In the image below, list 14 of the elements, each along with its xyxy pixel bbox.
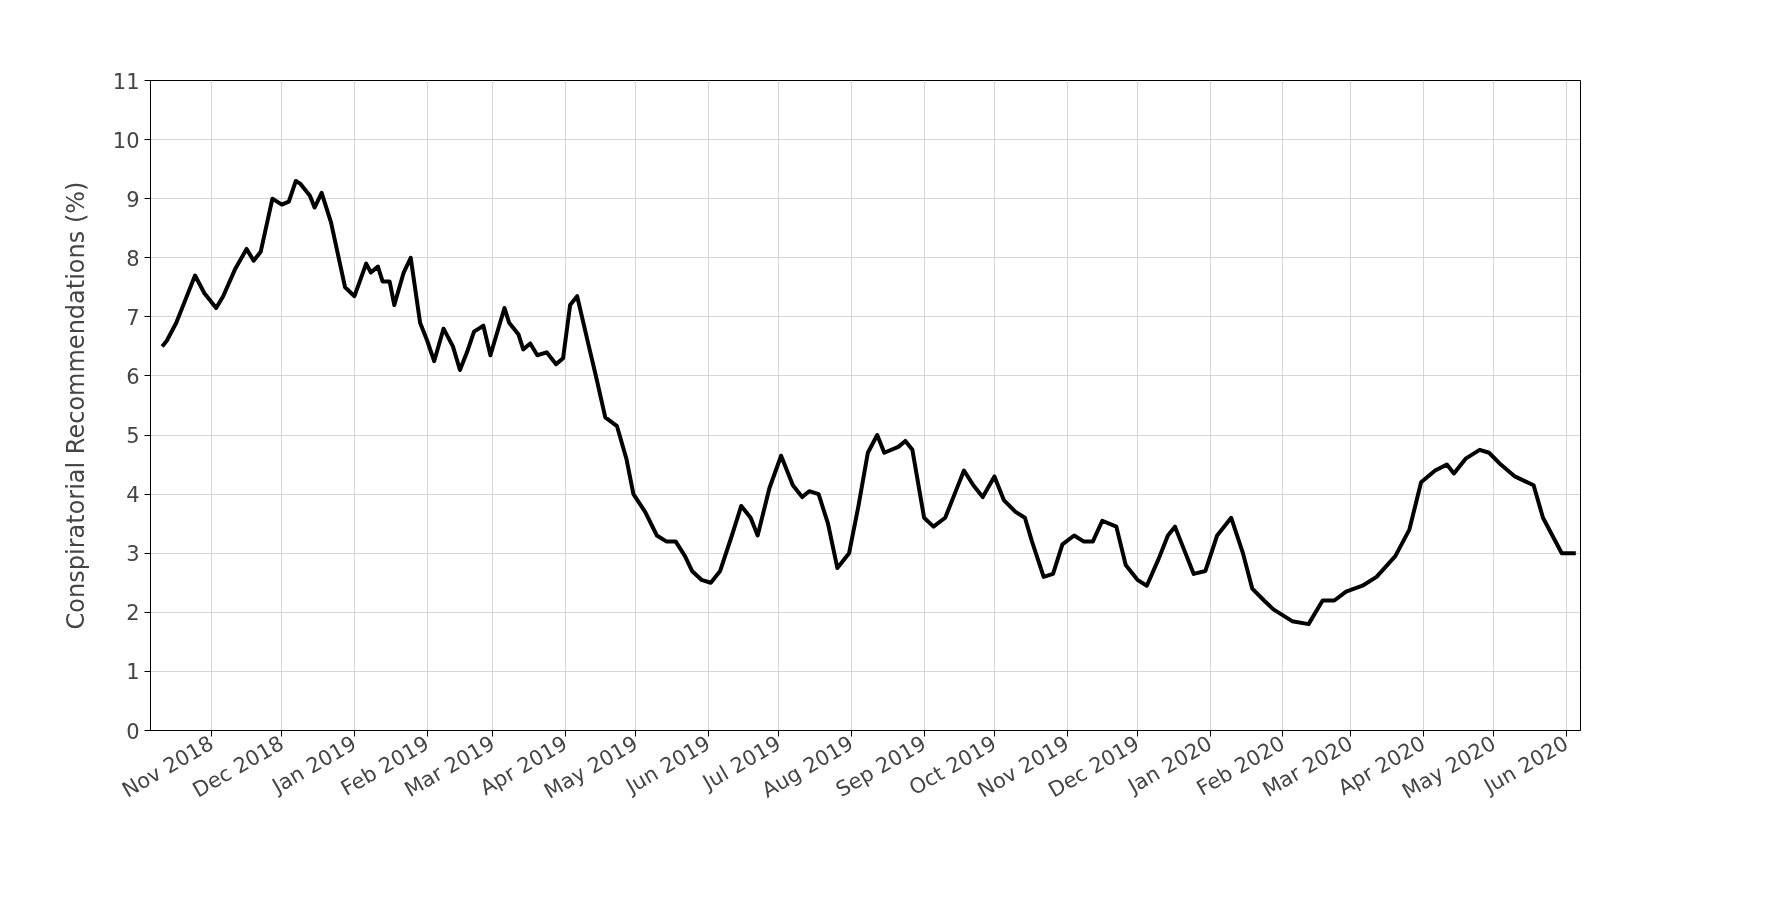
y-tick-label: 4 <box>126 483 140 508</box>
y-tick-label: 7 <box>126 305 140 330</box>
line-series <box>160 178 1578 627</box>
y-tick-label: 2 <box>126 601 140 626</box>
y-tick-label: 0 <box>126 719 140 744</box>
y-tick-label: 11 <box>112 69 140 94</box>
y-tick-label: 1 <box>126 660 140 685</box>
y-tick-label: 8 <box>126 246 140 271</box>
y-tick-label: 10 <box>112 128 140 153</box>
y-tick-label: 6 <box>126 364 140 389</box>
y-tick-label: 3 <box>126 542 140 567</box>
y-axis-title: Conspiratorial Recommendations (%) <box>61 181 90 630</box>
y-tick-label: 9 <box>126 187 140 212</box>
y-tick-label: 5 <box>126 424 140 449</box>
